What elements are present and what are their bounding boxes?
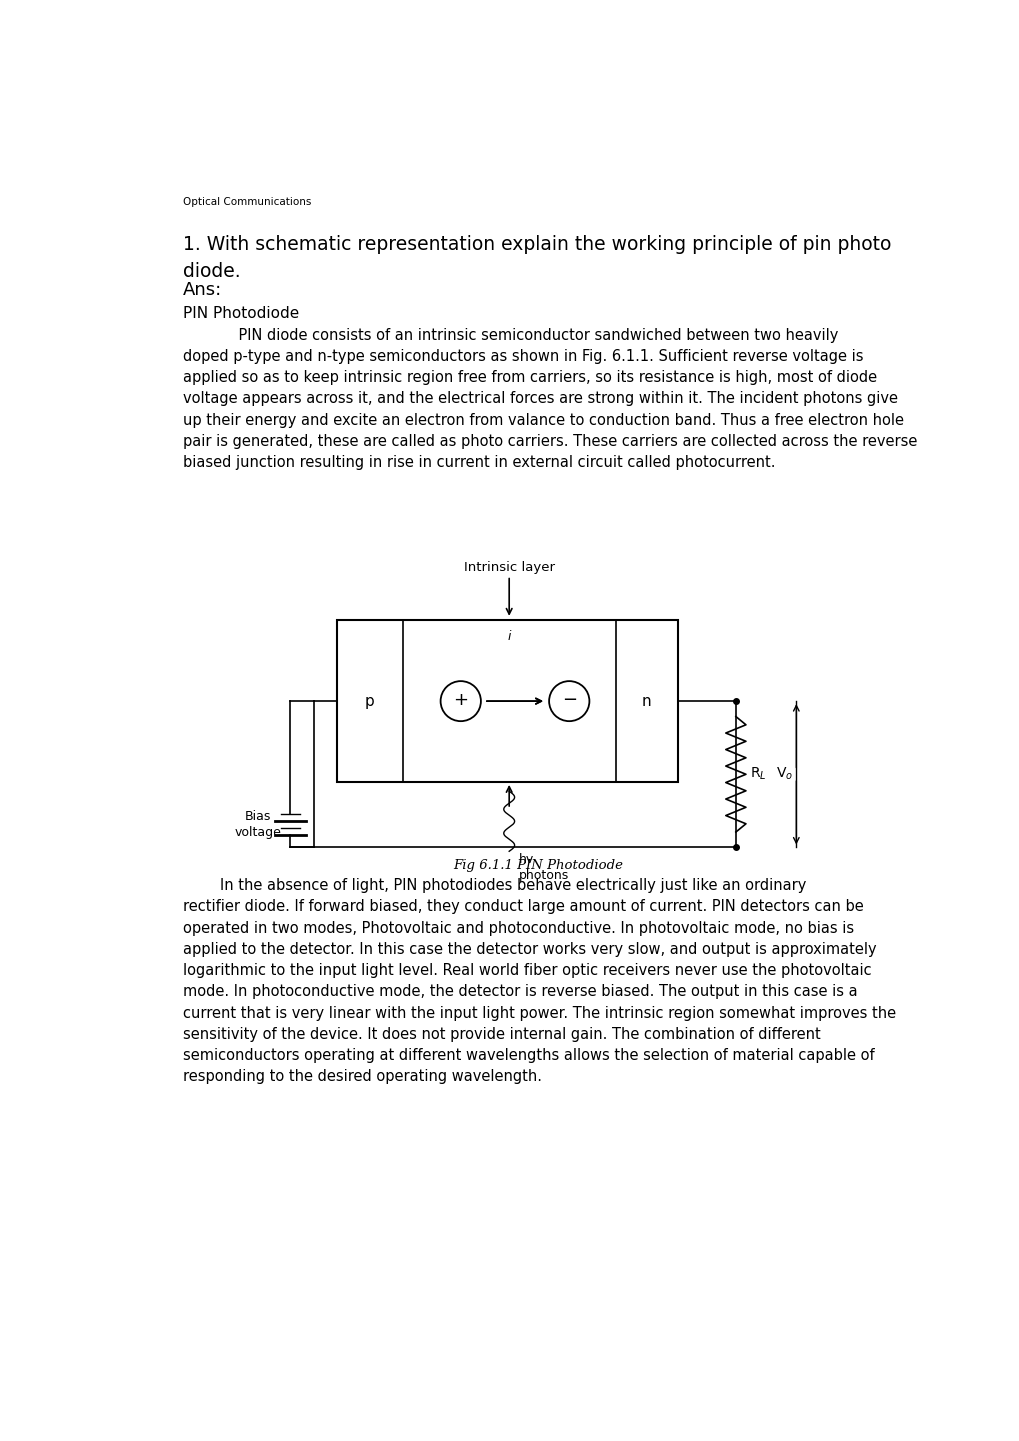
Text: Ans:: Ans: bbox=[183, 281, 222, 300]
Circle shape bbox=[440, 682, 480, 720]
Text: Bias
voltage: Bias voltage bbox=[234, 810, 281, 839]
Text: R$_L$: R$_L$ bbox=[749, 767, 765, 782]
Text: hv
photons: hv photons bbox=[518, 853, 569, 882]
Text: In the absence of light, PIN photodiodes behave electrically just like an ordina: In the absence of light, PIN photodiodes… bbox=[183, 878, 896, 1085]
Text: p: p bbox=[365, 693, 374, 709]
Text: 1. With schematic representation explain the working principle of pin photo
diod: 1. With schematic representation explain… bbox=[183, 235, 891, 281]
Text: Optical Communications: Optical Communications bbox=[183, 197, 312, 208]
Text: PIN diode consists of an intrinsic semiconductor sandwiched between two heavily
: PIN diode consists of an intrinsic semic… bbox=[183, 327, 917, 470]
Text: n: n bbox=[641, 693, 651, 709]
Text: PIN Photodiode: PIN Photodiode bbox=[183, 305, 300, 321]
Text: V$_o$: V$_o$ bbox=[775, 767, 793, 782]
Bar bbox=[336, 620, 677, 782]
Text: −: − bbox=[561, 692, 577, 709]
Text: Fig 6.1.1 PIN Photodiode: Fig 6.1.1 PIN Photodiode bbox=[452, 859, 623, 872]
Text: i: i bbox=[506, 630, 511, 643]
Circle shape bbox=[548, 682, 589, 720]
Text: Intrinsic layer: Intrinsic layer bbox=[464, 561, 554, 574]
Text: +: + bbox=[452, 690, 468, 709]
